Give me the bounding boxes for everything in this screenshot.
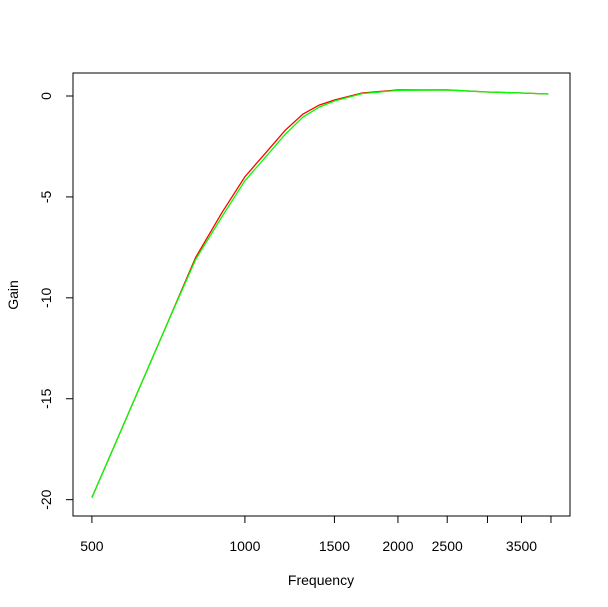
y-tick-label: -20 bbox=[38, 489, 54, 509]
y-tick-label: -10 bbox=[38, 287, 54, 307]
x-tick-label: 500 bbox=[80, 538, 104, 554]
x-axis-label: Frequency bbox=[288, 572, 354, 588]
x-tick-label: 1000 bbox=[229, 538, 260, 554]
x-tick-label: 3500 bbox=[506, 538, 537, 554]
y-tick-label: -15 bbox=[38, 388, 54, 408]
x-tick-label: 1500 bbox=[319, 538, 350, 554]
y-tick-label: 0 bbox=[38, 92, 54, 100]
y-axis-label: Gain bbox=[5, 280, 21, 310]
x-tick-label: 2000 bbox=[382, 538, 413, 554]
y-tick-label: -5 bbox=[38, 190, 54, 203]
data-line bbox=[91, 89, 549, 498]
x-tick-label: 2500 bbox=[432, 538, 463, 554]
